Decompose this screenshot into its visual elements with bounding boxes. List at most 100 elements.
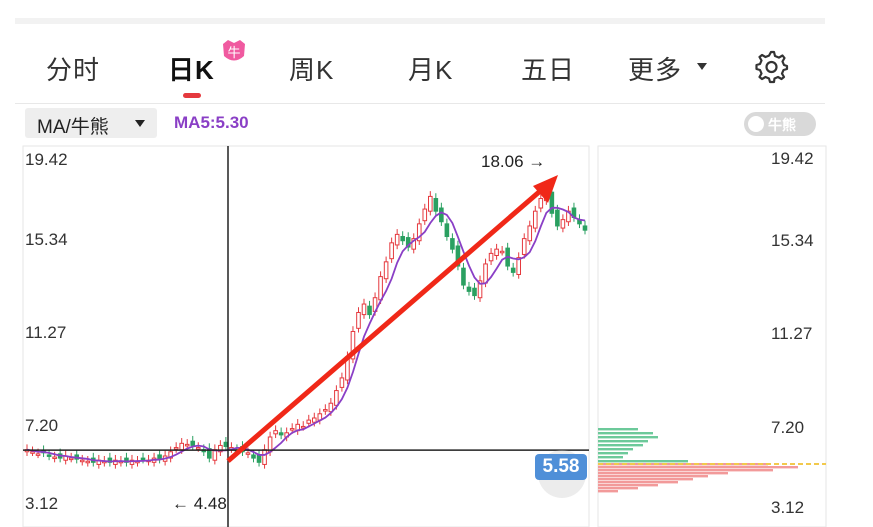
candle-body (35, 453, 41, 456)
tab-monthly-k[interactable]: 月K (408, 55, 454, 85)
volume-profile-bar (598, 440, 648, 443)
candle-body (173, 447, 179, 450)
candle-body (510, 267, 516, 273)
candle-body (433, 198, 439, 212)
y-axis-label-left: 7.20 (25, 416, 59, 435)
volume-profile-bar (598, 469, 773, 472)
candle-body (262, 449, 267, 465)
candle-body (466, 286, 472, 292)
candle-body (400, 236, 405, 242)
candle-body (289, 428, 295, 431)
candle-body (129, 459, 135, 465)
candle-body (472, 287, 477, 297)
candle-body (499, 250, 505, 254)
candle-body (350, 330, 356, 360)
candle-body (52, 456, 57, 460)
candle-body (488, 252, 494, 262)
badge-text: 牛 (227, 46, 240, 61)
volume-profile-bar (598, 481, 678, 484)
candle-body (383, 261, 389, 280)
candle-body (218, 444, 223, 453)
bull-bear-toggle[interactable]: 牛熊 (744, 112, 816, 136)
candle-body (416, 223, 422, 242)
volume-profile-bar (598, 484, 658, 487)
volume-profile-bar (598, 466, 798, 469)
candle-body (184, 443, 190, 447)
y-axis-label-right: 3.12 (771, 498, 805, 517)
candle-body (389, 242, 394, 260)
candle-body (30, 451, 35, 454)
candle-body (251, 454, 256, 459)
y-axis-label-left: 3.12 (25, 494, 59, 513)
toggle-label: 牛熊 (768, 117, 796, 133)
candle-body (521, 238, 527, 255)
candle-body (46, 454, 52, 457)
indicator-selector-label: MA/牛熊 (37, 117, 109, 138)
bull-badge-icon: 牛 (223, 40, 245, 61)
candle-body (422, 208, 428, 222)
current-price-tag[interactable]: 5.58 (535, 454, 587, 480)
divider (15, 103, 825, 104)
candle-body (411, 238, 417, 250)
candle-body (450, 238, 455, 250)
candle-body (85, 460, 91, 464)
chevron-down-icon (697, 63, 707, 70)
candle-body (113, 459, 118, 465)
candle-body (245, 452, 251, 455)
candle-body (555, 209, 560, 227)
ma5-value: MA5:5.30 (174, 113, 249, 132)
y-axis-label-left: 19.42 (25, 150, 68, 169)
candle-body (179, 442, 184, 451)
candle-body (79, 459, 85, 463)
candle-body (477, 280, 483, 299)
volume-profile-bar (598, 478, 693, 481)
y-axis-label-right: 11.27 (771, 324, 813, 343)
low-price-annotation: ← 4.48 (172, 494, 227, 513)
candle-body (428, 195, 433, 212)
ma5-line (26, 206, 586, 463)
candle-body (361, 303, 367, 316)
candle-body (223, 441, 229, 447)
candle-body (455, 245, 461, 267)
indicator-selector[interactable]: MA/牛熊 (25, 108, 157, 138)
volume-profile-bar (598, 487, 638, 490)
y-axis-label-right: 7.20 (771, 418, 805, 437)
dropdown-caret-icon (135, 120, 145, 127)
y-axis-label-right: 15.34 (771, 231, 814, 250)
candle-body (439, 207, 444, 223)
tab-weekly-k[interactable]: 周K (289, 55, 335, 85)
active-tab-indicator (183, 93, 201, 98)
tab-more[interactable]: 更多 (628, 55, 683, 85)
candle-body (256, 454, 262, 463)
candle-body (532, 210, 538, 229)
volume-profile-bar (598, 460, 688, 463)
candle-body (306, 419, 312, 424)
candle-body (190, 440, 196, 446)
candle-body (538, 198, 544, 209)
gear-icon[interactable] (753, 48, 789, 84)
candle-body (323, 409, 328, 412)
candle-body (444, 223, 450, 238)
tab-daily-k[interactable]: 日K (168, 55, 215, 85)
candle-body (278, 432, 284, 436)
candle-body (367, 305, 372, 316)
volume-profile-frame (597, 145, 827, 527)
candle-body (334, 390, 339, 406)
candle-body (168, 451, 173, 459)
y-axis-label-right: 19.42 (771, 149, 814, 168)
candle-body (273, 430, 278, 435)
volume-profile-bar (598, 448, 633, 451)
candle-body (516, 257, 522, 275)
volume-profile-bar (598, 436, 658, 439)
candle-body (483, 263, 488, 284)
tab-intraday[interactable]: 分时 (46, 55, 101, 85)
volume-profile-bar (598, 444, 643, 447)
period-tabs: 分时 日K 周K 月K 五日 更多 (0, 40, 873, 96)
volume-profile-bar (598, 490, 618, 493)
candle-body (195, 447, 201, 450)
candle-body (378, 276, 383, 301)
trend-arrow-line (226, 184, 548, 463)
tab-five-day[interactable]: 五日 (521, 55, 576, 85)
volume-profile-bar (598, 428, 638, 431)
